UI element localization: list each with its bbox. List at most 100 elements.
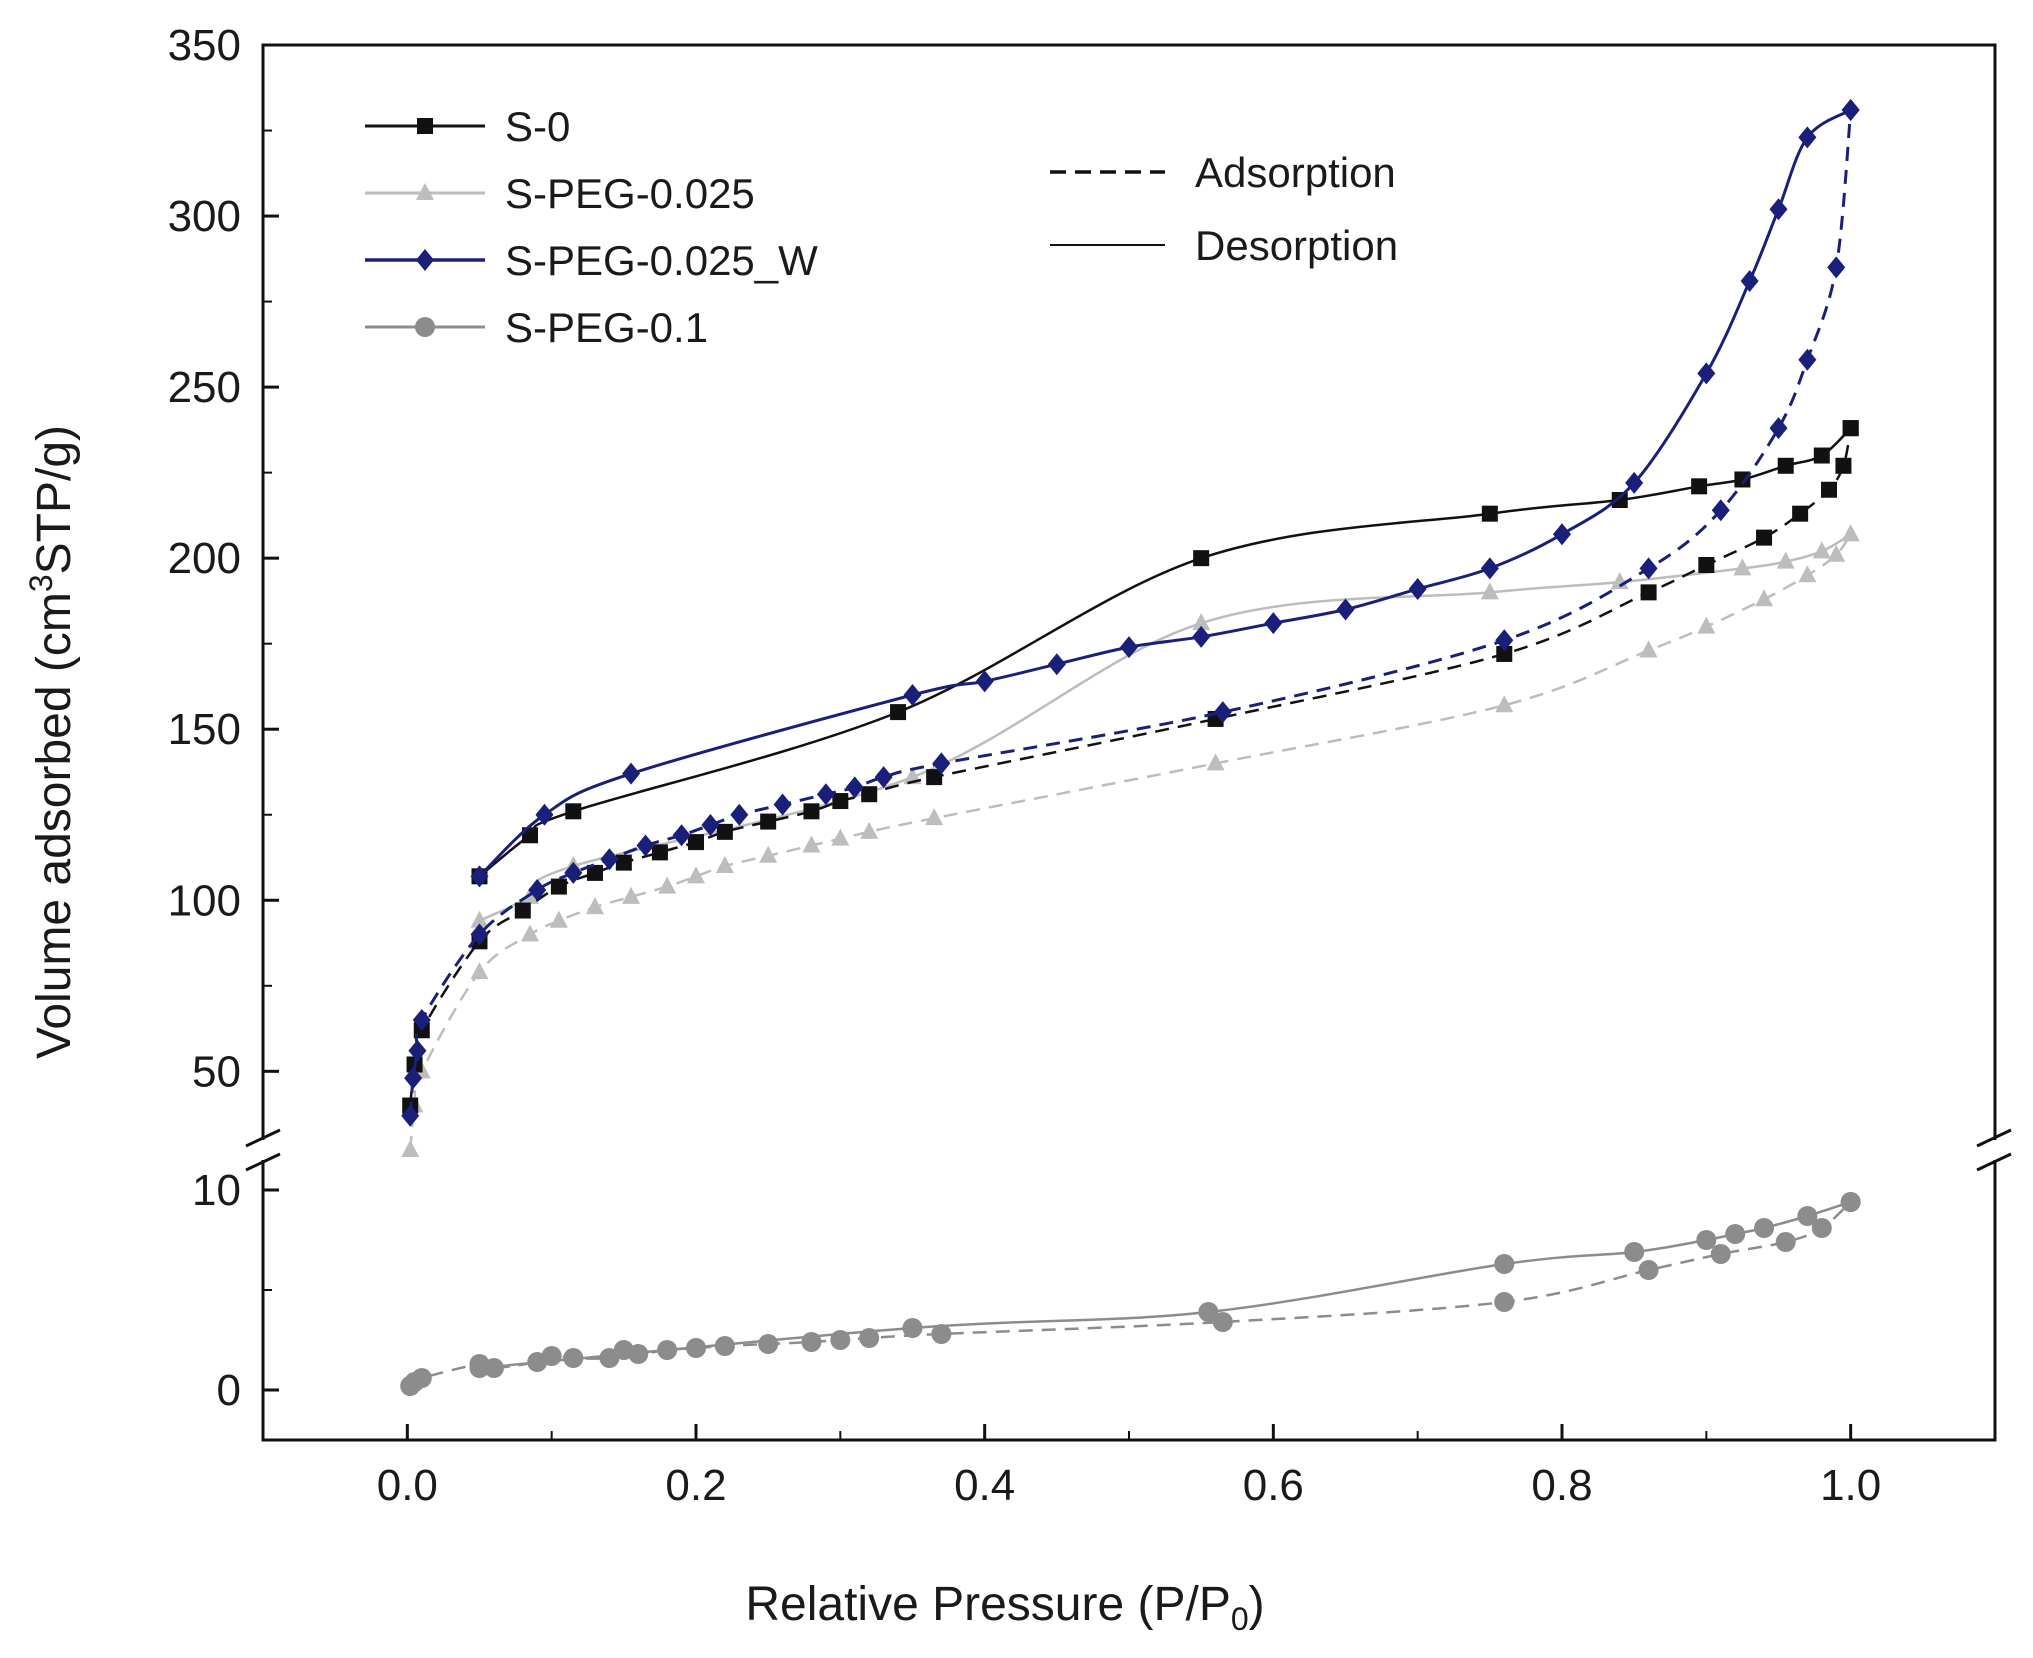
adsorption-point xyxy=(651,844,668,861)
x-tick-label-0: 0.0 xyxy=(377,1461,438,1510)
adsorption-point xyxy=(1827,544,1846,562)
x-axis-title-subscript: 0 xyxy=(1231,1601,1249,1637)
adsorption-point xyxy=(926,769,943,786)
y-lower-tick-label-1: 10 xyxy=(192,1166,241,1215)
desorption-point xyxy=(1754,1218,1775,1238)
adsorption-point xyxy=(686,1338,706,1358)
legend-marker-3 xyxy=(415,317,435,337)
adsorption-point xyxy=(1639,640,1658,658)
adsorption-point xyxy=(483,1358,504,1378)
adsorption-point xyxy=(925,808,944,826)
adsorption-point xyxy=(564,861,583,884)
series-S-0 xyxy=(402,420,1859,1114)
adsorption-point xyxy=(932,752,951,775)
desorption-point xyxy=(565,803,582,820)
desorption-point xyxy=(622,762,641,785)
desorption-point xyxy=(1840,1192,1861,1212)
legend-label-3: S-PEG-0.1 xyxy=(505,304,708,351)
adsorption-point xyxy=(1775,1232,1796,1252)
y-upper-tick-label-6: 350 xyxy=(168,21,241,70)
y-axis-title-main: Volume adsorbed (cm xyxy=(28,592,81,1059)
adsorption-point xyxy=(1835,457,1852,474)
adsorption-point xyxy=(549,910,568,928)
legend-label-0: S-0 xyxy=(505,103,570,150)
adsorption-point xyxy=(773,793,792,816)
adsorption-point xyxy=(1769,417,1788,440)
adsorption-point xyxy=(816,783,835,806)
desorption-point xyxy=(1733,558,1752,576)
adsorption-point xyxy=(1640,584,1657,601)
adsorption-point xyxy=(1798,348,1817,371)
y-upper-tick-label-2: 150 xyxy=(168,705,241,754)
adsorption-point xyxy=(730,803,749,826)
desorption-point xyxy=(1798,126,1817,149)
adsorption-point xyxy=(412,1009,431,1031)
adsorption-point xyxy=(470,962,489,980)
x-axis-title-main: Relative Pressure (P/P xyxy=(745,1578,1231,1631)
axis-break-marks-right xyxy=(1976,1128,2012,1172)
adsorption-point xyxy=(1698,557,1715,573)
adsorption-point xyxy=(622,886,641,904)
desorption-point xyxy=(890,704,907,721)
y-axis-lower-ticks: 0 10 xyxy=(192,1166,279,1415)
desorption-point xyxy=(1481,505,1498,522)
y-axis-title-tail: STP/g) xyxy=(28,425,81,574)
adsorption-point xyxy=(550,878,567,895)
adsorption-point xyxy=(528,879,547,901)
desorption-point xyxy=(1740,270,1759,293)
series-layer xyxy=(400,99,1861,1396)
y-lower-tick-label-0: 0 xyxy=(217,1366,241,1415)
y-axis-title-superscript: 3 xyxy=(23,574,59,592)
adsorption-point xyxy=(600,848,619,871)
adsorption-point xyxy=(845,776,864,799)
y-upper-tick-label-0: 50 xyxy=(192,1047,241,1096)
desorption-point xyxy=(1624,1242,1645,1262)
y-upper-tick-label-4: 250 xyxy=(168,363,241,412)
adsorption-point xyxy=(859,1328,880,1348)
adsorption-point xyxy=(657,1340,678,1360)
x-axis-title: Relative Pressure (P/P0) xyxy=(745,1578,1264,1637)
desorption-line-S-PEG-0.1 xyxy=(479,1200,1852,1370)
desorption-point xyxy=(1841,524,1860,542)
x-tick-label-2: 0.4 xyxy=(954,1461,1015,1510)
desorption-point xyxy=(1797,1206,1818,1226)
adsorption-point xyxy=(758,1334,779,1354)
desorption-point xyxy=(1480,557,1499,580)
adsorption-point xyxy=(1798,565,1817,583)
desorption-point xyxy=(1812,541,1831,559)
desorption-point xyxy=(1734,471,1751,488)
desorption-line-S-PEG-0.025_W xyxy=(478,108,1852,878)
adsorption-point xyxy=(1213,701,1232,724)
adsorption-point xyxy=(801,1332,822,1352)
adsorption-point xyxy=(832,793,849,810)
desorption-point xyxy=(1725,1224,1746,1244)
adsorption-point xyxy=(831,828,850,846)
x-tick-label-4: 0.8 xyxy=(1531,1461,1592,1510)
adsorption-point xyxy=(874,766,893,789)
style-legend-label-0: Adsorption xyxy=(1195,149,1396,196)
adsorption-point xyxy=(1711,499,1730,522)
adsorption-point xyxy=(541,1346,562,1366)
adsorption-point xyxy=(411,1368,432,1388)
desorption-point xyxy=(1769,198,1788,221)
desorption-point xyxy=(1777,457,1794,474)
desorption-point xyxy=(1625,471,1644,494)
desorption-point xyxy=(1198,1302,1219,1322)
adsorption-point xyxy=(1212,1312,1233,1332)
desorption-point xyxy=(469,1358,490,1378)
desorption-point xyxy=(1192,613,1211,631)
adsorption-point xyxy=(404,1067,423,1090)
x-tick-label-1: 0.2 xyxy=(665,1461,726,1510)
adsorption-point xyxy=(658,876,677,894)
desorption-point xyxy=(1120,636,1138,659)
axis-break-gap-right xyxy=(1981,1140,2009,1160)
adsorption-point xyxy=(1811,1218,1832,1238)
adsorption-point xyxy=(714,1336,735,1356)
desorption-point xyxy=(1264,612,1283,635)
y-axis-upper-ticks: 50 100 150 200 250 300 350 xyxy=(168,21,279,1096)
adsorption-point xyxy=(861,786,878,803)
y-upper-tick-label-1: 100 xyxy=(168,876,241,925)
adsorption-point xyxy=(860,821,879,839)
desorption-point xyxy=(1696,1230,1717,1250)
adsorption-point xyxy=(759,845,778,863)
